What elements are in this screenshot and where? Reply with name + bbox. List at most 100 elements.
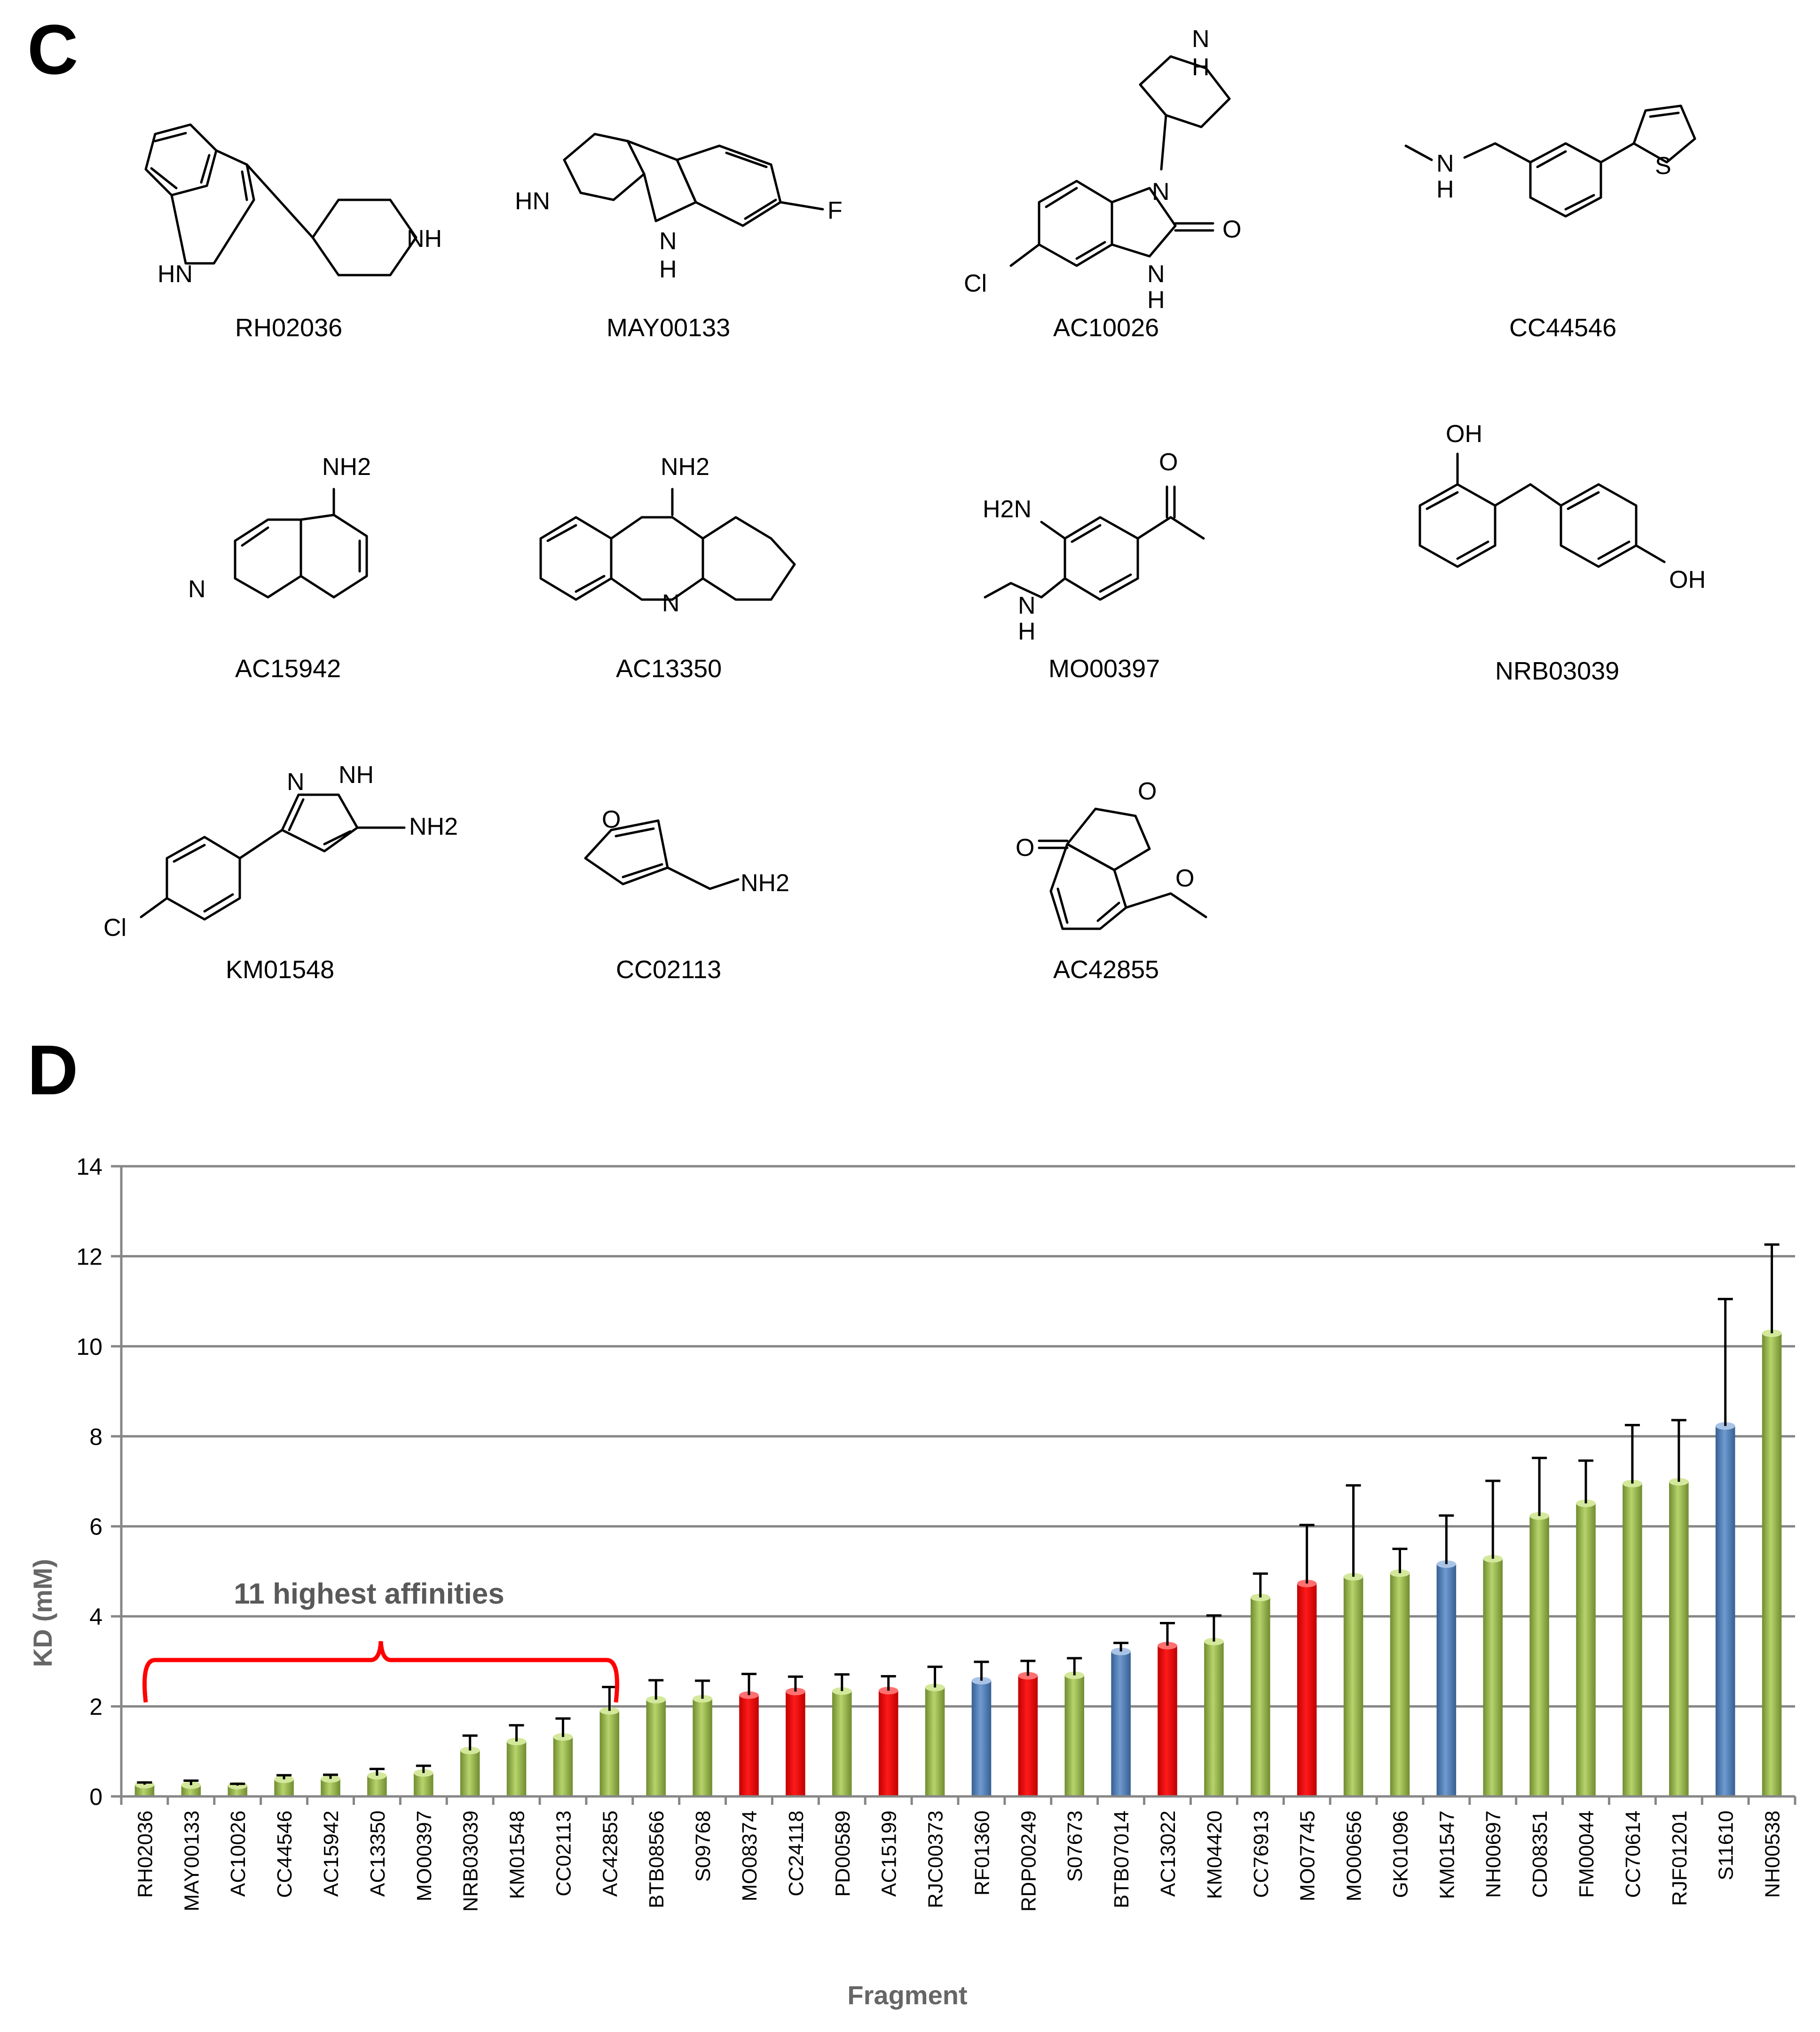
bar-km01547 <box>1436 1564 1457 1796</box>
atom-label: N <box>1147 261 1165 288</box>
bar-s09768 <box>693 1699 712 1796</box>
x-tick-label: AC13350 <box>366 1811 389 1897</box>
x-tick-label: MO00397 <box>413 1811 436 1901</box>
bond <box>150 167 178 190</box>
molecule-ac15942: NH2 N AC15942 <box>188 453 371 683</box>
atom-label: F <box>827 197 843 224</box>
bond <box>1536 150 1567 168</box>
bond <box>241 170 248 201</box>
x-tick-label: PD00589 <box>831 1811 854 1897</box>
atom-label: NH2 <box>409 813 458 840</box>
bar-rjf01201 <box>1669 1481 1689 1796</box>
y-tick-label: 8 <box>89 1423 102 1450</box>
bond <box>1075 241 1106 260</box>
molecule-rh02036: NH HN RH02036 <box>144 123 442 342</box>
y-tick-label: 12 <box>76 1243 102 1270</box>
atom-label: H2N <box>983 496 1032 523</box>
x-tick-label: AC42855 <box>599 1811 622 1897</box>
bond <box>1071 524 1102 543</box>
bar-km04420 <box>1204 1641 1224 1796</box>
bond <box>666 866 740 890</box>
bar-nrb03039 <box>460 1750 480 1796</box>
atom-label: S <box>1655 152 1671 180</box>
x-tick-label: KM01548 <box>506 1811 529 1899</box>
atom-label: N <box>188 576 206 603</box>
bar-btb07014 <box>1111 1651 1131 1796</box>
bond <box>1045 187 1078 208</box>
bar-rf01360 <box>971 1681 992 1796</box>
ring <box>234 518 302 599</box>
atom-label: O <box>1159 449 1178 476</box>
bond <box>1564 194 1595 211</box>
atom-label: OH <box>1446 420 1482 448</box>
highest-affinities-label: 11 highest affinities <box>234 1578 504 1610</box>
bond <box>1056 887 1069 924</box>
label-ac15942: AC15942 <box>235 655 341 683</box>
x-tick-label: FM00044 <box>1575 1811 1598 1898</box>
x-tick-label: CC44546 <box>273 1811 296 1898</box>
x-tick-label: KM01547 <box>1435 1811 1458 1899</box>
bar-gk01096 <box>1390 1573 1410 1796</box>
molecule-mo00397: O H2N N H MO00397 <box>983 449 1205 683</box>
bond <box>725 151 768 168</box>
label-ac13350: AC13350 <box>616 655 722 683</box>
bond <box>744 198 777 220</box>
ring <box>311 198 418 277</box>
molecule-cc44546: N H S CC44546 <box>1404 104 1696 342</box>
atom-label: NH2 <box>741 870 789 897</box>
bond <box>1456 540 1489 560</box>
label-mo00397: MO00397 <box>1048 655 1160 683</box>
atom-label: NH <box>339 761 374 789</box>
bond <box>241 526 269 547</box>
bar-ac42855 <box>599 1711 620 1796</box>
atom-label: HN <box>158 261 193 288</box>
bond <box>154 132 187 142</box>
bond <box>575 575 606 593</box>
ring <box>701 516 796 601</box>
bar-cc24118 <box>786 1691 805 1796</box>
bond <box>200 154 211 184</box>
ring <box>584 819 669 886</box>
atom-label: N <box>287 768 305 796</box>
molecule-ac42855: O O O AC42855 <box>1016 778 1207 984</box>
x-tick-label: BTB08566 <box>645 1811 668 1908</box>
molecule-cc02113: O NH2 CC02113 <box>584 806 789 984</box>
bond <box>1426 491 1459 510</box>
atom-label: N <box>1152 178 1170 206</box>
bar-cd08351 <box>1529 1516 1549 1796</box>
atom-label: N <box>1018 592 1036 619</box>
bar-ac13022 <box>1158 1645 1177 1796</box>
x-tick-label: GK01096 <box>1389 1811 1412 1898</box>
atom-label: NH2 <box>661 453 709 481</box>
x-axis-title: Fragment <box>847 1980 967 2010</box>
molecule-ac13350: NH2 N AC13350 <box>539 453 796 683</box>
label-ac10026: AC10026 <box>1053 314 1159 342</box>
bond <box>323 830 352 846</box>
bar-btb08566 <box>646 1700 666 1796</box>
x-tick-label: RJC00373 <box>924 1811 947 1908</box>
x-tick-label: AC10026 <box>227 1811 250 1897</box>
axes <box>120 1166 1796 1805</box>
y-tick-label: 10 <box>76 1334 102 1360</box>
atom-label: H <box>1147 286 1165 314</box>
bar-s07673 <box>1064 1675 1084 1796</box>
highest-affinities-brace <box>142 1641 619 1703</box>
bond <box>245 163 314 239</box>
x-tick-label: RDP00249 <box>1017 1811 1040 1912</box>
x-tick-label: S11610 <box>1715 1811 1738 1880</box>
label-km01548: KM01548 <box>226 956 334 984</box>
ring <box>144 123 218 197</box>
atom-label: H <box>659 256 677 283</box>
atom-label: O <box>1175 865 1194 892</box>
atom-label: N <box>662 590 680 617</box>
bar-rdp00249 <box>1018 1676 1038 1796</box>
label-may00133-text: MAY00133 <box>607 314 730 342</box>
bond <box>1160 114 1167 171</box>
bond <box>1404 144 1433 161</box>
bond <box>615 827 655 838</box>
atom-label: O <box>602 806 621 833</box>
bond <box>1599 142 1635 164</box>
bond <box>779 201 824 211</box>
bar-mo00397 <box>414 1773 433 1796</box>
bar-cc02113 <box>553 1737 573 1796</box>
